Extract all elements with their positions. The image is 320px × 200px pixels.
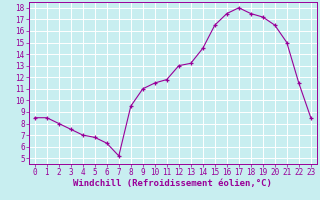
X-axis label: Windchill (Refroidissement éolien,°C): Windchill (Refroidissement éolien,°C) xyxy=(73,179,272,188)
